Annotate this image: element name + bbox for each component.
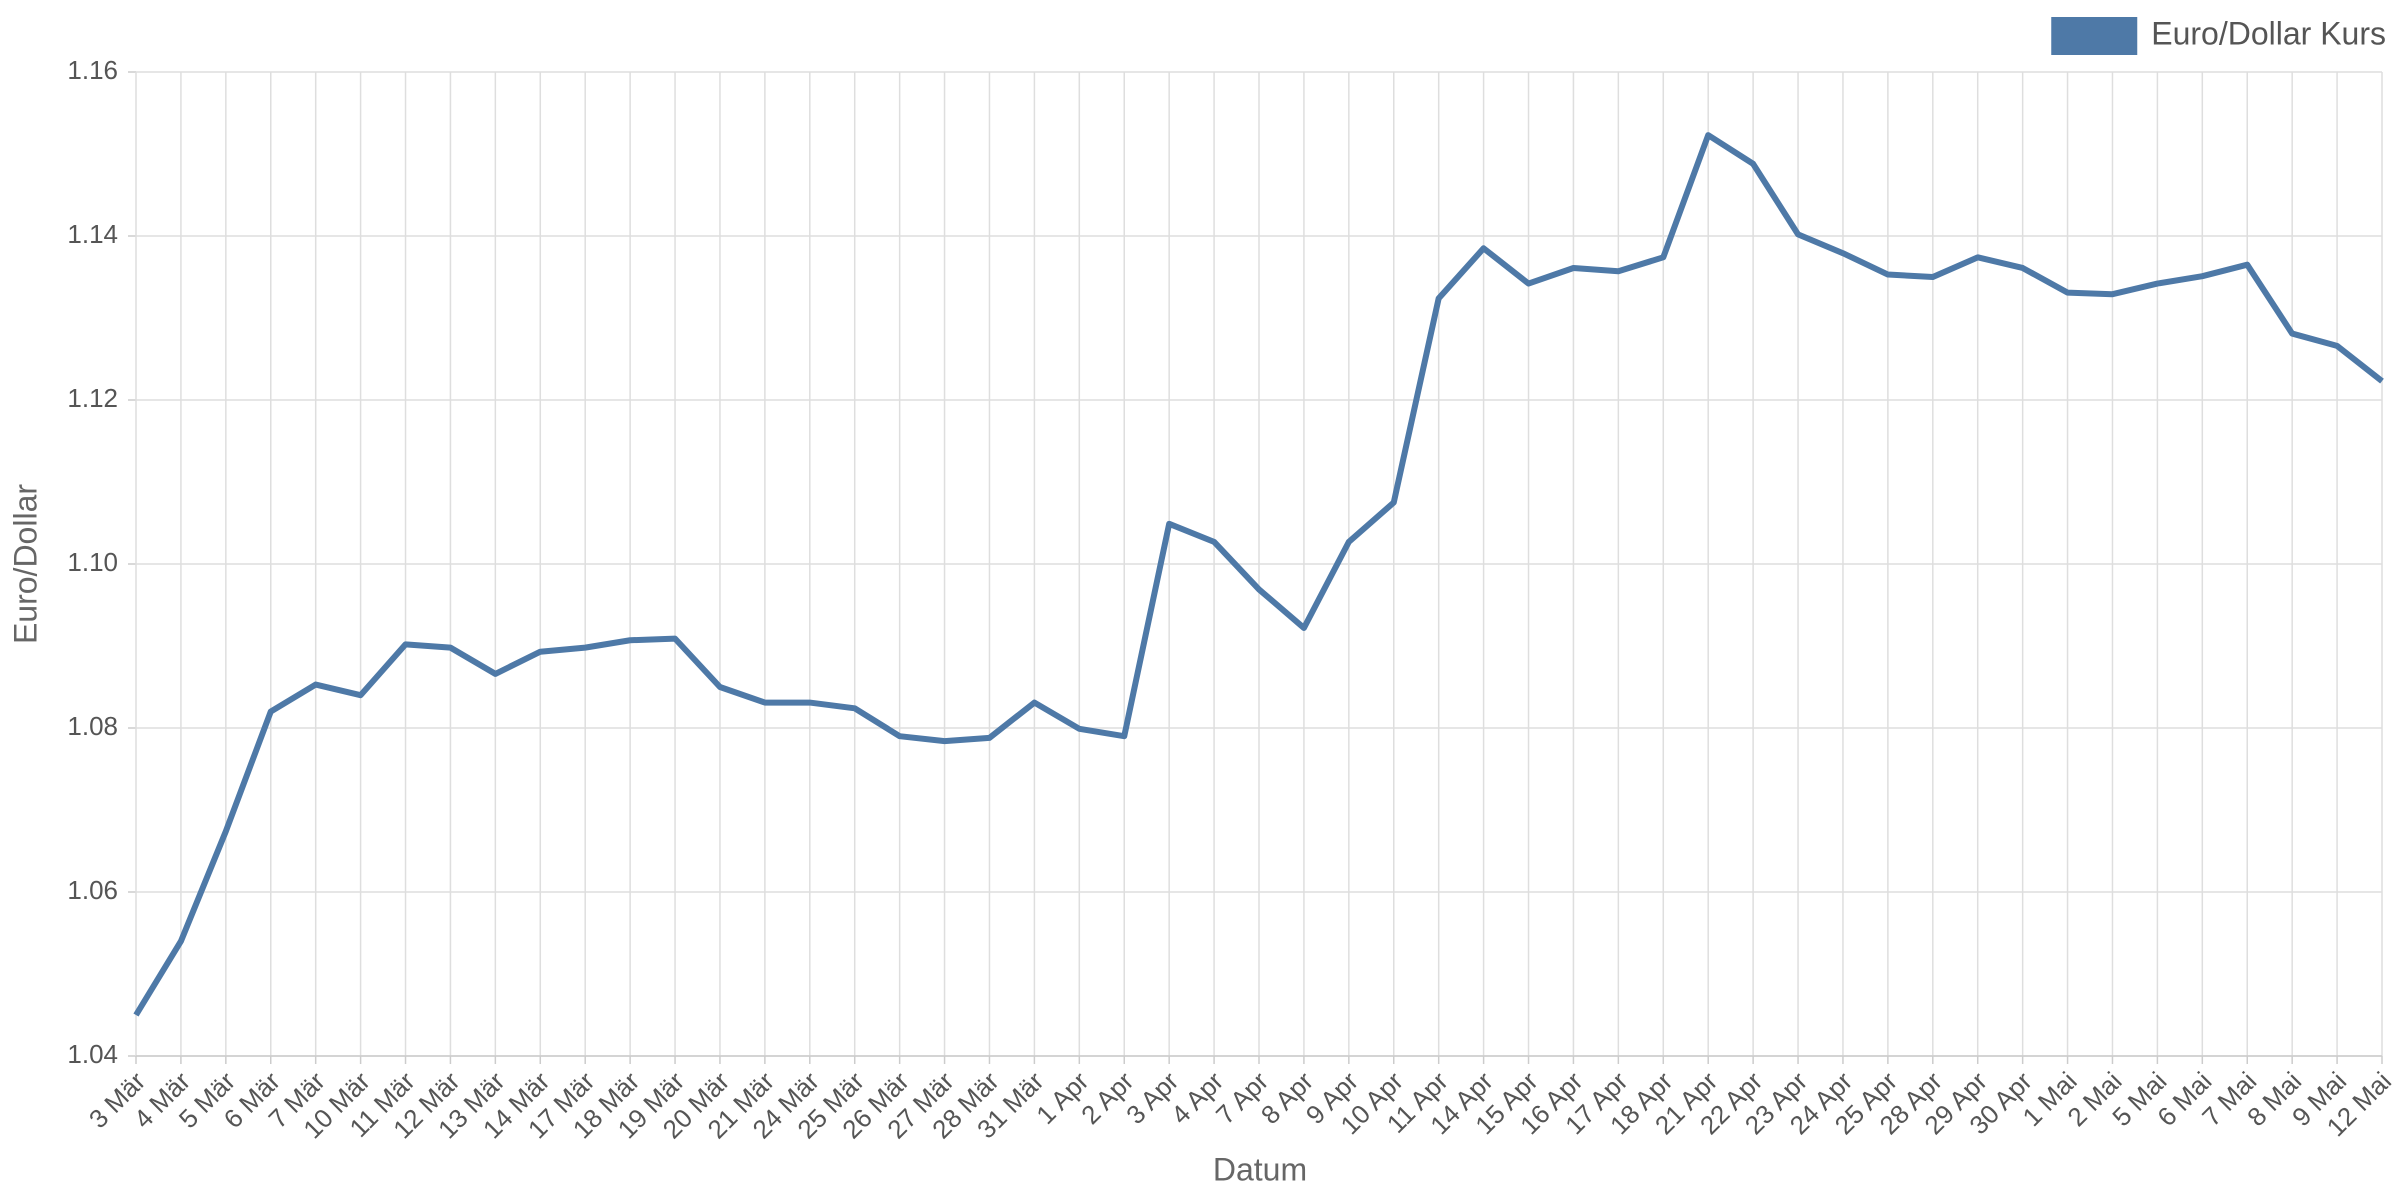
legend-label: Euro/Dollar Kurs: [2151, 15, 2386, 51]
x-axis-title: Datum: [1213, 1151, 1307, 1187]
y-tick-label: 1.06: [67, 875, 118, 905]
y-tick-label: 1.10: [67, 547, 118, 577]
y-tick-label: 1.14: [67, 219, 118, 249]
y-tick-label: 1.04: [67, 1039, 118, 1069]
legend: Euro/Dollar Kurs: [2051, 15, 2386, 55]
y-tick-label: 1.12: [67, 383, 118, 413]
y-tick-label: 1.16: [67, 55, 118, 85]
line: [133, 132, 2384, 1017]
y-axis-title: Euro/Dollar: [7, 484, 43, 644]
y-tick-label: 1.08: [67, 711, 118, 741]
legend-swatch: [2051, 17, 2138, 55]
